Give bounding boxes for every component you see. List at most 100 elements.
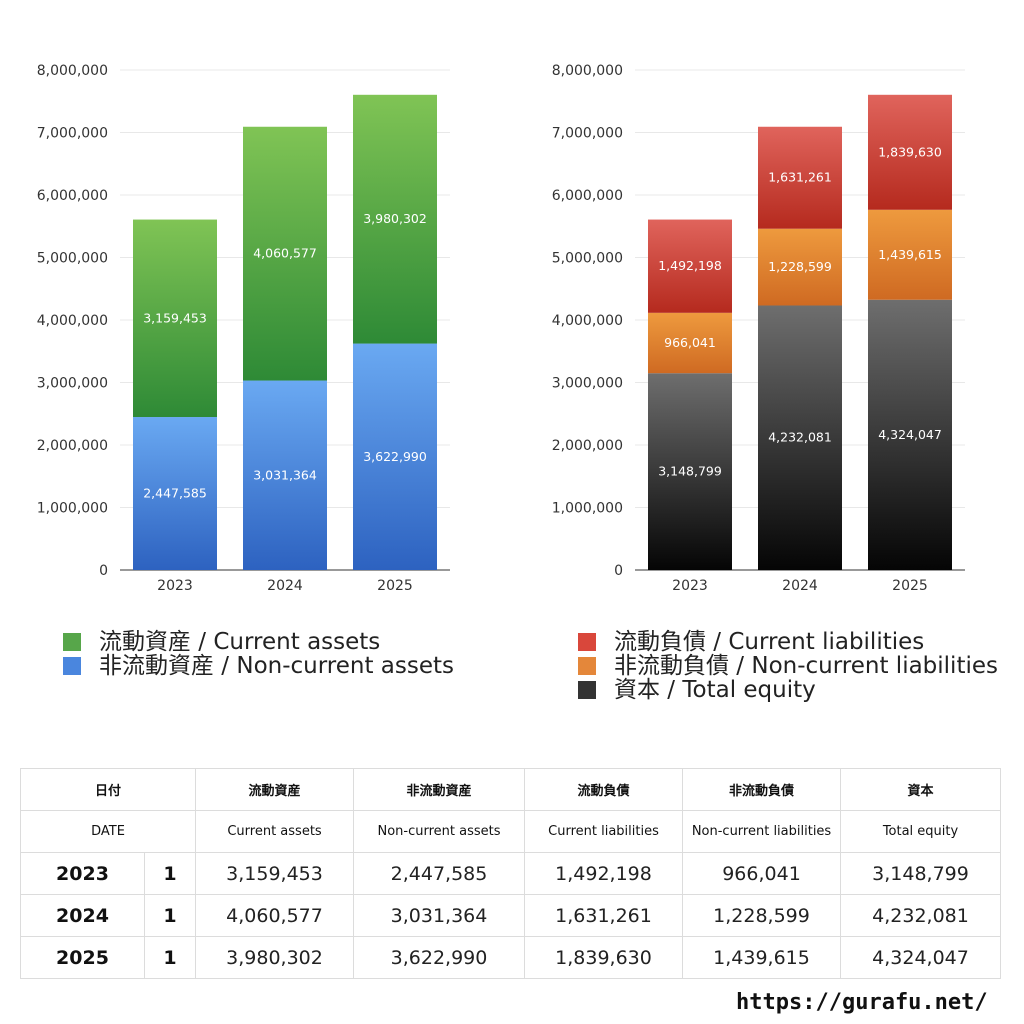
x-tick-label: 2023 [157, 578, 193, 594]
row-month: 1 [143, 852, 197, 895]
legend-item-non-current-liabilities: 非流動負債 / Non-current liabilities [578, 654, 998, 678]
x-tick-label: 2024 [267, 578, 303, 594]
data-label: 1,228,599 [768, 259, 832, 274]
table-row: 2025 1 3,980,302 3,622,990 1,839,630 1,4… [20, 936, 1002, 979]
legend-item-total-equity: 資本 / Total equity [578, 678, 998, 702]
cell-current-assets: 3,159,453 [195, 852, 355, 895]
bar-segment [648, 373, 732, 570]
data-label: 3,159,453 [143, 310, 207, 325]
bar-segment [648, 312, 732, 374]
y-tick-label: 8,000,000 [37, 63, 108, 79]
y-tick-label: 2,000,000 [552, 438, 623, 454]
bar-segment [868, 94, 952, 210]
legend-label: 流動負債 / Current liabilities [614, 629, 925, 655]
data-label: 4,232,081 [768, 430, 832, 445]
cell-current-assets: 4,060,577 [195, 894, 355, 937]
header-non-current-liabilities-en: Non-current liabilities [682, 810, 842, 853]
y-tick-label: 5,000,000 [552, 251, 623, 267]
header-date-en: DATE [19, 810, 197, 853]
y-tick-label: 3,000,000 [552, 376, 623, 392]
y-tick-label: 6,000,000 [552, 188, 623, 204]
legend-swatch-current-liabilities [578, 633, 596, 651]
data-table: 日付 流動資産 非流動資産 流動負債 非流動負債 資本 DATE Current… [19, 768, 1002, 979]
data-label: 3,031,364 [253, 467, 317, 482]
assets-legend: 流動資産 / Current assets 非流動資産 / Non-curren… [63, 630, 454, 678]
row-month: 1 [143, 936, 197, 979]
y-tick-label: 3,000,000 [37, 376, 108, 392]
cell-current-liabilities: 1,492,198 [524, 852, 684, 895]
header-date-jp: 日付 [19, 768, 197, 811]
y-tick-label: 0 [99, 563, 108, 579]
cell-current-assets: 3,980,302 [195, 936, 355, 979]
bar-segment [243, 380, 327, 570]
legend-label: 資本 / Total equity [614, 677, 816, 703]
header-current-assets-en: Current assets [195, 810, 355, 853]
data-label: 3,622,990 [363, 449, 427, 464]
y-tick-label: 5,000,000 [37, 251, 108, 267]
data-label: 3,148,799 [658, 464, 722, 479]
table-header-jp: 日付 流動資産 非流動資産 流動負債 非流動負債 資本 [19, 768, 1002, 811]
header-total-equity-jp: 資本 [840, 768, 1002, 811]
cell-current-liabilities: 1,839,630 [524, 936, 684, 979]
y-tick-label: 8,000,000 [552, 63, 623, 79]
x-tick-label: 2024 [782, 578, 818, 594]
bar-segment [133, 417, 217, 570]
data-label: 4,324,047 [878, 427, 942, 442]
bar-segment [758, 228, 842, 306]
legend-label: 非流動資産 / Non-current assets [99, 653, 455, 679]
cell-total-equity: 3,148,799 [840, 852, 1002, 895]
legend-item-current-assets: 流動資産 / Current assets [63, 630, 454, 654]
data-label: 2,447,585 [143, 486, 207, 501]
bar-segment [868, 209, 952, 300]
legend-swatch-non-current-liabilities [578, 657, 596, 675]
header-current-liabilities-jp: 流動負債 [524, 768, 684, 811]
legend-swatch-total-equity [578, 681, 596, 699]
x-tick-label: 2025 [892, 578, 928, 594]
header-non-current-liabilities-jp: 非流動負債 [682, 768, 842, 811]
header-current-assets-jp: 流動資産 [195, 768, 355, 811]
cell-non-current-assets: 2,447,585 [353, 852, 526, 895]
data-label: 3,980,302 [363, 211, 427, 226]
x-tick-label: 2023 [672, 578, 708, 594]
legend-label: 非流動負債 / Non-current liabilities [614, 653, 998, 679]
row-month: 1 [143, 894, 197, 937]
data-label: 1,492,198 [658, 258, 722, 273]
y-tick-label: 2,000,000 [37, 438, 108, 454]
cell-non-current-liabilities: 1,228,599 [682, 894, 842, 937]
bar-segment [133, 219, 217, 418]
cell-non-current-assets: 3,622,990 [353, 936, 526, 979]
cell-current-liabilities: 1,631,261 [524, 894, 684, 937]
bar-segment [353, 343, 437, 570]
bar-segment [648, 219, 732, 313]
y-tick-label: 7,000,000 [552, 126, 623, 142]
row-year: 2024 [20, 894, 145, 937]
assets-chart: 0 1,000,000 2,000,000 3,000,000 4,000,000 5,0… [37, 63, 450, 594]
header-non-current-assets-jp: 非流動資産 [353, 768, 526, 811]
cell-non-current-liabilities: 966,041 [682, 852, 842, 895]
legend-item-current-liabilities: 流動負債 / Current liabilities [578, 630, 998, 654]
legend-swatch-current-assets [63, 633, 81, 651]
legend-item-non-current-assets: 非流動資産 / Non-current assets [63, 654, 454, 678]
y-tick-label: 4,000,000 [37, 313, 108, 329]
y-tick-label: 4,000,000 [552, 313, 623, 329]
cell-non-current-liabilities: 1,439,615 [682, 936, 842, 979]
bar-segment [353, 94, 437, 344]
bar-segment [243, 126, 327, 381]
data-label: 966,041 [664, 335, 716, 350]
y-tick-label: 1,000,000 [552, 501, 623, 517]
data-label: 1,439,615 [878, 247, 942, 262]
bar-segment [758, 126, 842, 229]
table-header-en: DATE Current assets Non-current assets C… [19, 810, 1002, 853]
data-label: 1,839,630 [878, 144, 942, 159]
data-label: 1,631,261 [768, 170, 832, 185]
footer-url[interactable]: https://gurafu.net/ [736, 990, 988, 1015]
y-tick-label: 0 [614, 563, 623, 579]
legend-label: 流動資産 / Current assets [99, 629, 381, 655]
y-tick-label: 1,000,000 [37, 501, 108, 517]
table-row: 2024 1 4,060,577 3,031,364 1,631,261 1,2… [20, 894, 1002, 937]
cell-total-equity: 4,232,081 [840, 894, 1002, 937]
bar-segment [758, 305, 842, 570]
liabilities-legend: 流動負債 / Current liabilities 非流動負債 / Non-c… [578, 630, 998, 702]
header-non-current-assets-en: Non-current assets [353, 810, 526, 853]
row-year: 2023 [20, 852, 145, 895]
